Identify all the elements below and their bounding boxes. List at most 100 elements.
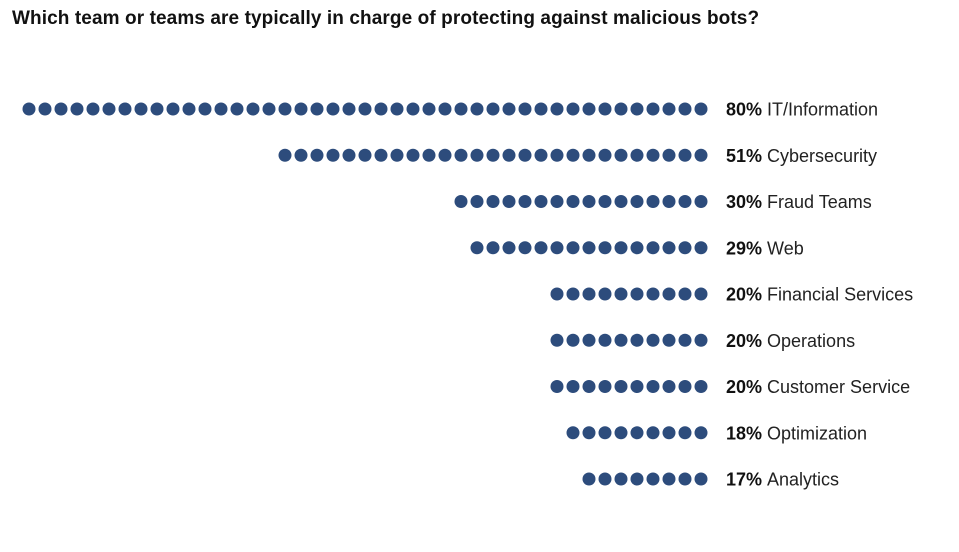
bar-dot [646,241,660,255]
category-label: IT/Information [767,100,878,120]
bar-dot [678,333,692,347]
bar-dot [582,426,596,440]
bar-dot [678,472,692,486]
bar-dot [646,102,660,116]
category-label: Cybersecurity [767,146,877,166]
bar-row-customer-service: 20% Customer Service [550,377,910,397]
bar-dot [518,102,532,116]
bar-dot [598,333,612,347]
bar-dot [598,195,612,208]
bar-dot [662,195,676,208]
bar-dot [566,380,580,393]
bar-dot [630,472,644,486]
bar-dot [678,426,692,440]
bar-row-it-information: 80% IT/Information [22,100,878,120]
bar-dot [470,195,484,208]
bar-dot [678,195,692,208]
bar-label-web: 29% Web [726,238,804,258]
bar-dot [694,195,708,208]
bar-dot [614,287,628,301]
bar-dot [630,333,644,347]
bar-dot [406,102,420,116]
bar-dot [630,380,644,393]
bar-dot [694,148,708,162]
bar-dot [598,102,612,116]
bar-dot [134,102,148,116]
bar-dot [182,102,196,116]
bar-dot [486,241,500,255]
bar-row-web: 29% Web [470,238,804,258]
bar-dot [342,102,356,116]
bar-dot [694,472,708,486]
bar-dot [646,426,660,440]
bar-dot [310,148,324,162]
bar-dot [646,195,660,208]
bar-dot [694,287,708,301]
bar-dot [486,148,500,162]
bar-dot [550,148,564,162]
bar-label-customer-service: 20% Customer Service [726,377,910,397]
bar-dot [22,102,36,116]
bar-dot [390,102,404,116]
bar-dot [614,195,628,208]
bar-dot [214,102,228,116]
bar-dot [694,102,708,116]
bar-dot [550,333,564,347]
bar-dot [534,241,548,255]
bar-dot [630,426,644,440]
bar-dot [582,333,596,347]
bar-dot [438,102,452,116]
bar-dot [294,102,308,116]
bar-dot [566,426,580,440]
bar-dot [262,102,276,116]
bar-dot [614,241,628,255]
bar-dot [406,148,420,162]
bar-dot [70,102,84,116]
value-label: 51% [726,146,762,166]
bar-dot [694,333,708,347]
bar-dot [662,148,676,162]
bar-dot [118,102,132,116]
bar-dot [470,241,484,255]
category-label: Analytics [767,470,839,490]
bar-dot [598,380,612,393]
bar-dot [198,102,212,116]
bar-dot [486,102,500,116]
bar-dot [550,195,564,208]
bar-dot [646,148,660,162]
bar-dot [694,380,708,393]
bar-dot [470,148,484,162]
bar-dot [502,241,516,255]
bar-dot [102,102,116,116]
bar-dot [614,426,628,440]
value-label: 20% [726,331,762,351]
category-label: Optimization [767,423,867,443]
bar-dot [678,148,692,162]
bar-dot [582,241,596,255]
bar-dot [374,102,388,116]
bar-dot [310,102,324,116]
bar-dot [422,102,436,116]
bar-row-cybersecurity: 51% Cybersecurity [278,146,877,166]
bar-dot [630,241,644,255]
bar-dot [566,195,580,208]
bar-label-it-information: 80% IT/Information [726,100,878,120]
bar-label-operations: 20% Operations [726,331,855,351]
bar-dot [502,102,516,116]
bar-dot [278,148,292,162]
bar-row-fraud-teams: 30% Fraud Teams [454,192,872,212]
bar-dot [598,241,612,255]
bar-dot [662,333,676,347]
bar-dot [438,148,452,162]
bar-dot [358,102,372,116]
bar-dot [662,426,676,440]
bar-dot [454,148,468,162]
bar-label-cybersecurity: 51% Cybersecurity [726,146,877,166]
bar-dot [486,195,500,208]
bar-dot [630,148,644,162]
chart-title: Which team or teams are typically in cha… [12,8,760,29]
bar-dot [326,148,340,162]
bar-row-financial-services: 20% Financial Services [550,285,913,305]
bar-dot [358,148,372,162]
bar-row-analytics: 17% Analytics [582,470,839,490]
